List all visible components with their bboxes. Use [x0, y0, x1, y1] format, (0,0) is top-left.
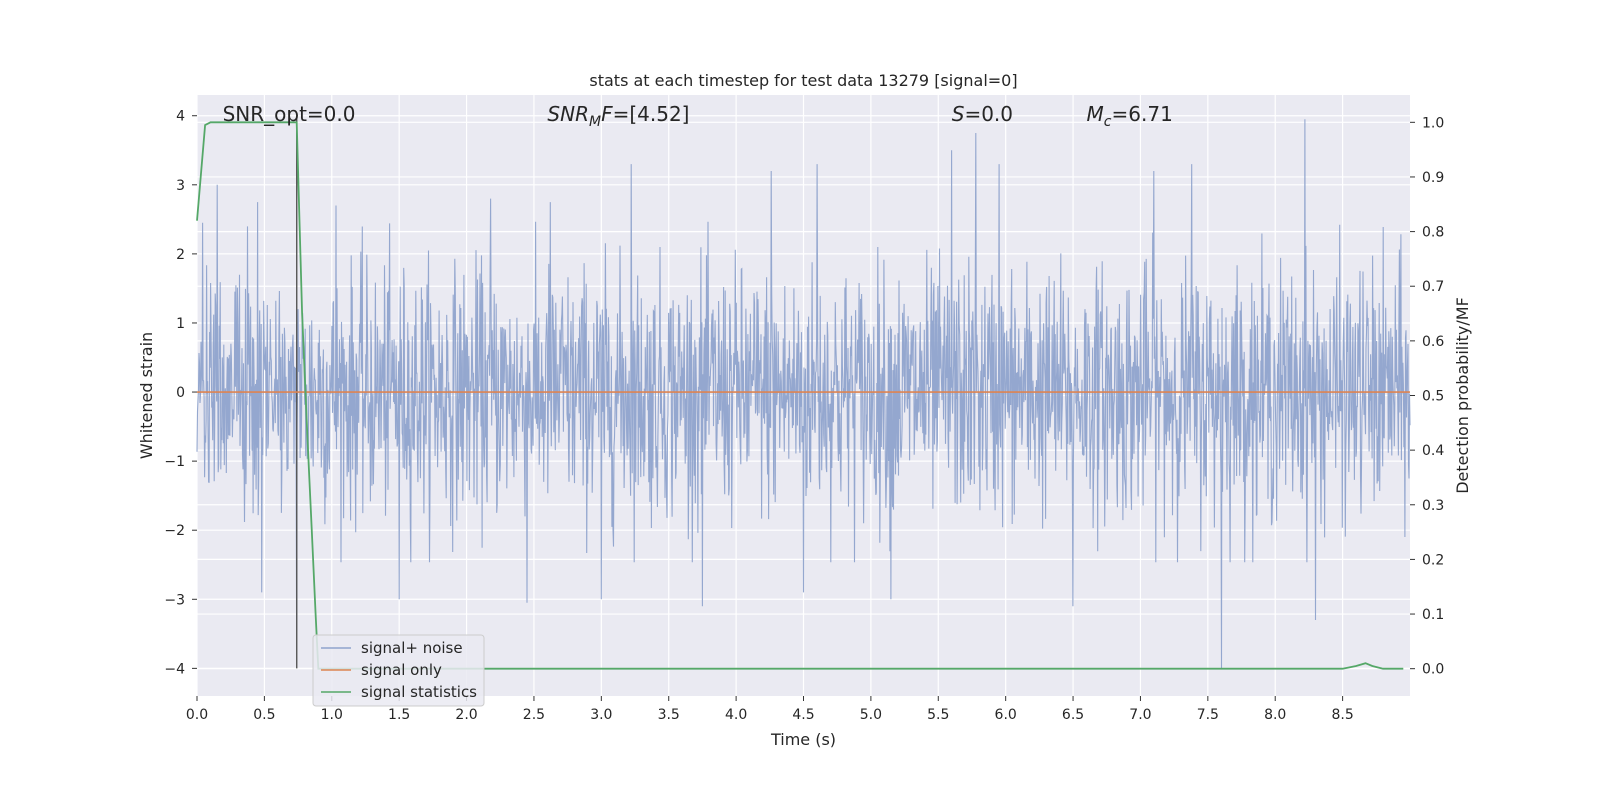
- annotation-s: S=0.0: [952, 102, 1013, 126]
- x-tick-label: 4.0: [725, 707, 747, 723]
- x-tick-label: 0.5: [253, 707, 275, 723]
- y2-tick-label: 0.5: [1422, 389, 1444, 405]
- tick-labels: 0.0 0.5 1.0 1.5 2.0 2.5 3.0 3.5 4.0 4.5 5.0 5.5 6.0 6…: [164, 109, 1444, 723]
- y2-tick-label: 0.0: [1422, 662, 1444, 678]
- x-tick-label: 8.5: [1331, 707, 1353, 723]
- s-value: =0.0: [964, 102, 1013, 126]
- legend-label-signal-statistics: signal statistics: [361, 683, 477, 701]
- y-tick-label: −1: [164, 454, 185, 470]
- x-tick-label: 0.0: [186, 707, 208, 723]
- y-axis-label: Whitened strain: [137, 332, 156, 459]
- series-signal-noise: [196, 119, 1411, 669]
- x-tick-label: 5.5: [927, 707, 949, 723]
- y-tick-label: 3: [176, 178, 185, 194]
- snr-mf-label: SNR: [547, 102, 589, 126]
- series-line-signal-noise: [196, 119, 1411, 669]
- mc-label: M: [1087, 102, 1104, 126]
- x-tick-label: 7.5: [1197, 707, 1219, 723]
- y-tick-label: −2: [164, 523, 185, 539]
- y2-tick-label: 1.0: [1422, 115, 1444, 131]
- snr-mf-rest: F: [601, 102, 613, 126]
- chart-title: stats at each timestep for test data 132…: [589, 71, 1017, 90]
- legend-label-signal-noise: signal+ noise: [361, 639, 463, 657]
- x-tick-label: 6.5: [1062, 707, 1084, 723]
- annotation-mc: Mc=6.71: [1087, 102, 1173, 130]
- s-label: S: [952, 102, 965, 126]
- mc-subscript: c: [1104, 114, 1112, 130]
- legend-box: [312, 634, 485, 707]
- annotation-snr-opt: SNR_opt=0.0: [223, 102, 356, 126]
- y2-tick-label: 0.3: [1422, 498, 1444, 514]
- y2-tick-label: 0.6: [1422, 334, 1444, 350]
- y2-tick-label: 0.2: [1422, 552, 1444, 568]
- x-tick-label: 3.5: [658, 707, 680, 723]
- legend-label-signal-only: signal only: [361, 661, 442, 679]
- annotation-snr-mf: SNRMF=[4.52]: [547, 102, 689, 130]
- x-tick-label: 2.0: [455, 707, 477, 723]
- x-tick-label: 3.0: [590, 707, 612, 723]
- x-tick-label: 4.5: [792, 707, 814, 723]
- y2-tick-label: 0.8: [1422, 225, 1444, 241]
- y-tick-label: −4: [164, 661, 185, 677]
- y-tick-label: 4: [176, 109, 185, 125]
- snr-mf-value: =[4.52]: [613, 102, 690, 126]
- x-axis-label: Time (s): [770, 730, 836, 749]
- y2-axis-label: Detection probability/MF: [1453, 297, 1472, 494]
- y2-tick-label: 0.4: [1422, 443, 1444, 459]
- y2-tick-label: 0.1: [1422, 607, 1444, 623]
- y-tick-label: 0: [176, 385, 185, 401]
- legend: signal+ noise signal only signal statist…: [312, 634, 485, 707]
- y2-tick-label: 0.7: [1422, 279, 1444, 295]
- x-tick-label: 1.5: [388, 707, 410, 723]
- snr-mf-subscript: M: [589, 114, 601, 130]
- x-tick-label: 1.0: [321, 707, 343, 723]
- y-tick-label: 2: [176, 247, 185, 263]
- x-tick-label: 6.0: [995, 707, 1017, 723]
- mc-value: =6.71: [1112, 102, 1173, 126]
- y-tick-label: −3: [164, 592, 185, 608]
- x-tick-label: 5.0: [860, 707, 882, 723]
- x-tick-label: 2.5: [523, 707, 545, 723]
- x-tick-label: 8.0: [1264, 707, 1286, 723]
- y-tick-label: 1: [176, 316, 185, 332]
- x-tick-label: 7.0: [1129, 707, 1151, 723]
- y2-tick-label: 0.9: [1422, 170, 1444, 186]
